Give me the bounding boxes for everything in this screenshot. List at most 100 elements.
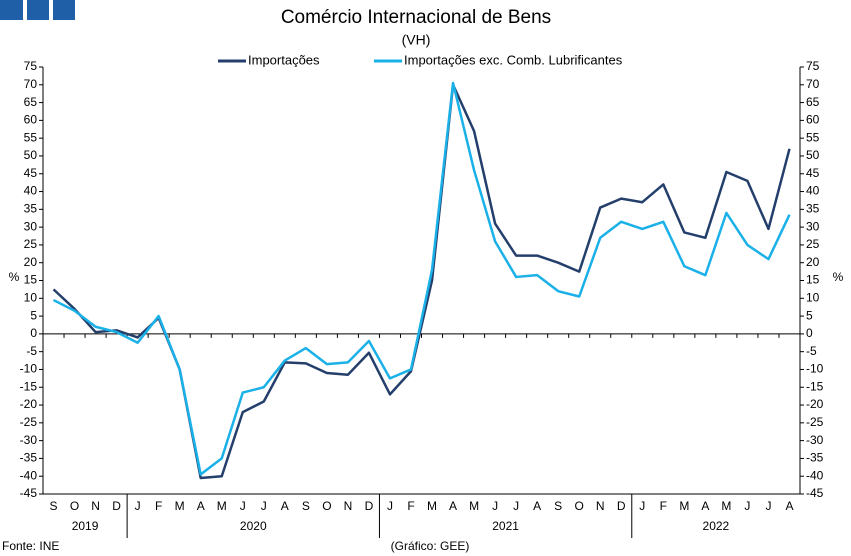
x-tick-label: M [469,499,479,513]
x-tick-label: S [554,499,562,513]
x-tick-label: J [240,499,246,513]
year-label: 2019 [72,519,99,533]
x-tick-label: N [596,499,605,513]
y-tick-label: 10 [24,290,38,304]
x-tick-label: F [407,499,414,513]
y-tick-label: 30 [24,219,38,233]
y-tick-label: 40 [24,184,38,198]
x-tick-label: M [175,499,185,513]
x-tick-label: A [533,499,541,513]
x-tick-label: S [50,499,58,513]
logo-square [0,0,23,20]
y2-tick-label: 50 [806,148,820,162]
x-tick-label: O [575,499,584,513]
y2-axis-label: % [833,270,844,284]
y-tick-label: 60 [24,113,38,127]
x-tick-label: A [785,499,793,513]
y2-tick-label: -45 [806,486,824,500]
y2-tick-label: -40 [806,468,824,482]
y2-tick-label: 25 [806,237,820,251]
y2-tick-label: -15 [806,379,824,393]
x-tick-label: M [721,499,731,513]
y2-tick-label: 5 [806,308,813,322]
chart-title: Comércio Internacional de Bens [281,7,551,28]
x-tick-label: D [617,499,626,513]
y2-tick-label: -30 [806,433,824,447]
legend-label: Importações exc. Comb. Lubrificantes [404,52,623,67]
y2-tick-label: 0 [806,326,813,340]
logo-square [27,0,49,20]
y-tick-label: -40 [20,468,38,482]
x-tick-label: F [660,499,667,513]
x-tick-label: J [135,499,141,513]
y2-tick-label: 65 [806,95,820,109]
source: Fonte: INE [2,539,59,553]
y-tick-label: 65 [24,95,38,109]
y-tick-label: -25 [20,415,38,429]
x-tick-label: O [70,499,79,513]
y-tick-label: -45 [20,486,38,500]
x-tick-label: F [155,499,162,513]
y2-tick-label: -35 [806,451,824,465]
y2-tick-label: 40 [806,184,820,198]
y-tick-label: -15 [20,379,38,393]
x-tick-label: J [765,499,771,513]
y-tick-label: 20 [24,255,38,269]
year-label: 2021 [492,519,519,533]
y-axis-label: % [9,270,20,284]
y2-tick-label: -5 [806,344,817,358]
x-tick-label: N [91,499,100,513]
y2-tick-label: -20 [806,397,824,411]
y-tick-label: 50 [24,148,38,162]
year-label: 2022 [703,519,730,533]
y2-tick-label: 30 [806,219,820,233]
x-tick-label: D [365,499,374,513]
y-tick-label: 0 [30,326,37,340]
x-tick-label: O [322,499,331,513]
series-line [52,83,791,480]
series-line [52,81,791,476]
y2-tick-label: 15 [806,273,820,287]
credit: (Gráfico: GEE) [391,539,470,553]
x-tick-label: N [344,499,353,513]
x-tick-label: A [281,499,289,513]
year-label: 2020 [240,519,267,533]
y2-tick-label: -25 [806,415,824,429]
x-tick-label: J [639,499,645,513]
y-tick-label: 75 [24,59,38,73]
y2-tick-label: 45 [806,166,820,180]
y-tick-label: -5 [26,344,37,358]
x-tick-label: D [112,499,121,513]
y-tick-label: 55 [24,130,38,144]
y-tick-label: -35 [20,451,38,465]
y2-tick-label: 20 [806,255,820,269]
x-tick-label: A [701,499,709,513]
x-tick-label: J [261,499,267,513]
y2-tick-label: 75 [806,59,820,73]
x-tick-label: J [513,499,519,513]
y-tick-label: 70 [24,77,38,91]
x-tick-label: J [492,499,498,513]
logo-square [53,0,75,20]
y2-tick-label: 10 [806,290,820,304]
y-tick-label: -20 [20,397,38,411]
y2-tick-label: -10 [806,362,824,376]
y2-tick-label: 35 [806,202,820,216]
y-tick-label: 45 [24,166,38,180]
x-tick-label: J [744,499,750,513]
y2-tick-label: 70 [806,77,820,91]
y2-tick-label: 55 [806,130,820,144]
y-tick-label: 35 [24,202,38,216]
x-tick-label: M [679,499,689,513]
y-tick-label: 25 [24,237,38,251]
y-tick-label: -10 [20,362,38,376]
legend-label: Importações [248,52,320,67]
y-tick-label: 15 [24,273,38,287]
x-tick-label: M [427,499,437,513]
y-tick-label: -30 [20,433,38,447]
x-tick-label: A [197,499,205,513]
x-tick-label: J [387,499,393,513]
x-tick-label: A [449,499,457,513]
chart-subtitle: (VH) [402,32,431,48]
